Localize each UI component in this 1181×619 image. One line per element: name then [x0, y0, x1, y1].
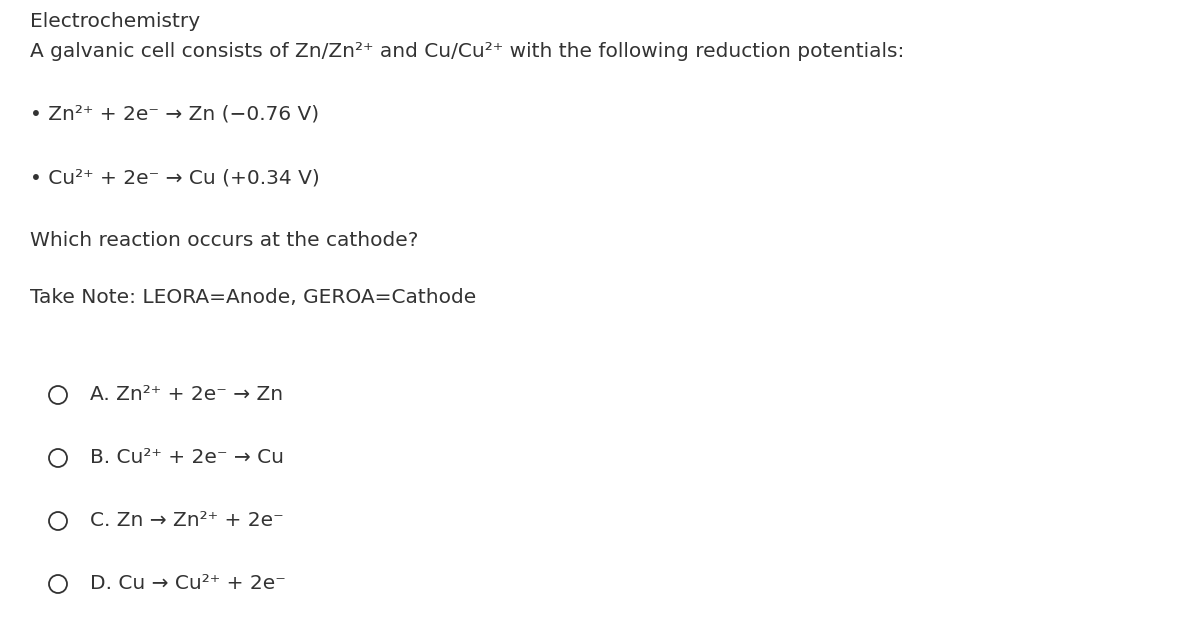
Text: • Zn²⁺ + 2e⁻ → Zn (−0.76 V): • Zn²⁺ + 2e⁻ → Zn (−0.76 V): [30, 105, 319, 124]
Text: Electrochemistry: Electrochemistry: [30, 12, 200, 31]
Text: A. Zn²⁺ + 2e⁻ → Zn: A. Zn²⁺ + 2e⁻ → Zn: [90, 385, 283, 404]
Text: B. Cu²⁺ + 2e⁻ → Cu: B. Cu²⁺ + 2e⁻ → Cu: [90, 448, 283, 467]
Text: Which reaction occurs at the cathode?: Which reaction occurs at the cathode?: [30, 231, 418, 250]
Text: A galvanic cell consists of Zn/Zn²⁺ and Cu/Cu²⁺ with the following reduction pot: A galvanic cell consists of Zn/Zn²⁺ and …: [30, 42, 905, 61]
Text: • Cu²⁺ + 2e⁻ → Cu (+0.34 V): • Cu²⁺ + 2e⁻ → Cu (+0.34 V): [30, 168, 320, 187]
Text: D. Cu → Cu²⁺ + 2e⁻: D. Cu → Cu²⁺ + 2e⁻: [90, 574, 286, 593]
Text: Take Note: LEORA=Anode, GEROA=Cathode: Take Note: LEORA=Anode, GEROA=Cathode: [30, 288, 476, 307]
Text: C. Zn → Zn²⁺ + 2e⁻: C. Zn → Zn²⁺ + 2e⁻: [90, 511, 283, 530]
